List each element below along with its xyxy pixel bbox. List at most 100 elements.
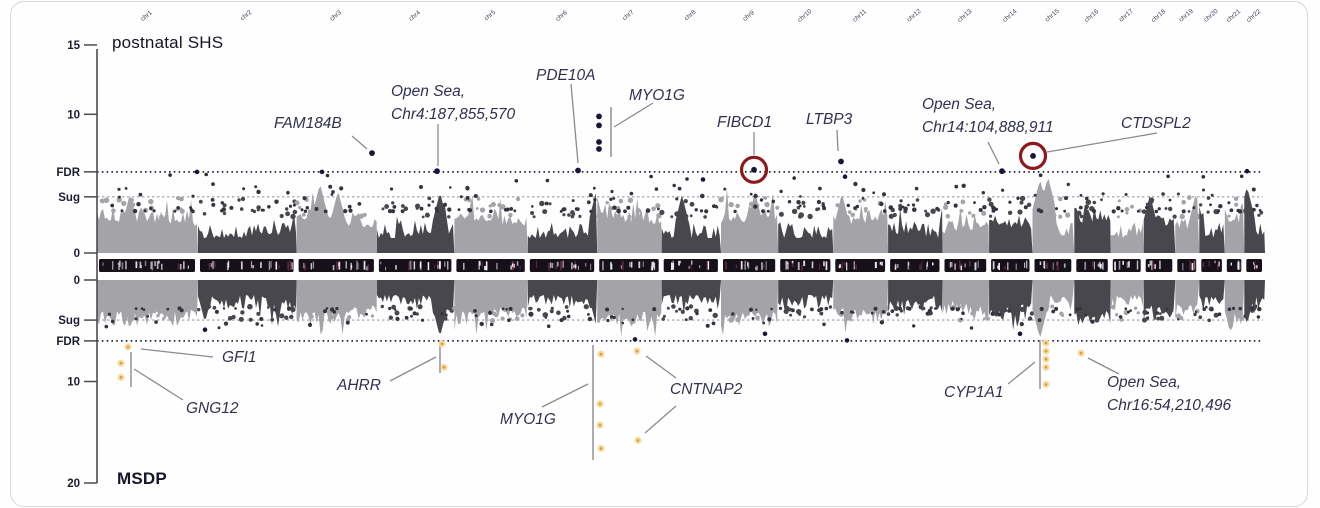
manhattan-mass-chr1-bottom (97, 280, 198, 327)
annotation-label-open-sea-: Open Sea, (1107, 374, 1181, 391)
manhattan-mass-chr18-bottom (1143, 280, 1176, 321)
leader-line-myo1g (613, 102, 654, 128)
bottom-ytick-20-label: 20 (67, 478, 80, 490)
chr-label-chr3: chr3 (329, 9, 343, 23)
chr-label-chr4: chr4 (408, 9, 422, 23)
manhattan-mass-chr20-top (1199, 206, 1225, 253)
manhattan-mass-chr13-bottom (942, 280, 990, 322)
manhattan-mass-chr2-top (198, 212, 297, 253)
annotation-label-pde10a: PDE10A (536, 67, 595, 84)
extra-point-bottom (844, 338, 850, 343)
top-fdr-label: FDR (56, 167, 80, 179)
chr-label-chr1: chr1 (140, 9, 154, 23)
extra-point-bottom (1017, 331, 1023, 337)
chr-label-chr9: chr9 (742, 9, 756, 23)
manhattan-mass-chr13-top (942, 208, 990, 253)
chr-label-chr21: chr21 (1225, 8, 1242, 24)
manhattan-mass-chr11-top (833, 196, 889, 253)
chr-label-chr7: chr7 (621, 9, 635, 23)
manhattan-mass-chr22-top (1244, 189, 1265, 253)
manhattan-mass-chr12-bottom (888, 280, 943, 315)
annotation-label-open-sea-: Open Sea, (391, 83, 465, 100)
bottom-ytick-10-label: 10 (67, 377, 80, 389)
chromosome-ideogram-band (99, 259, 1262, 272)
annotation-label-open-sea-: Chr16:54,210,496 (1107, 397, 1231, 414)
bottom-fdr-label: FDR (56, 336, 80, 348)
annotation-label-ctdspl2: CTDSPL2 (1121, 115, 1191, 132)
leader-line-open-sea- (987, 141, 1000, 165)
annotation-label-gfi1: GFI1 (222, 349, 256, 366)
highlight-circle-ctdspl2 (1018, 141, 1048, 170)
leader-line-myo1g (541, 383, 589, 408)
annotation-label-gng12: GNG12 (186, 400, 239, 417)
manhattan-mass-chr3-top (296, 186, 377, 253)
ideogram-chr20 (1201, 259, 1222, 272)
manhattan-mass-chr4-bottom (376, 280, 455, 334)
manhattan-mass-chr14-top (989, 215, 1033, 253)
manhattan-mass-chr20-bottom (1199, 280, 1225, 311)
annotation-label-open-sea-: Open Sea, (922, 96, 996, 113)
manhattan-mass-chr9-top (721, 188, 779, 253)
chr-label-chr17: chr17 (1118, 8, 1135, 24)
chr-label-chr8: chr8 (683, 9, 697, 23)
manhattan-mass-chr11-bottom (833, 280, 889, 333)
leader-line-ltbp3 (836, 129, 839, 152)
leader-line-gfi1 (140, 348, 214, 358)
annotation-label-open-sea-: Chr4:187,855,570 (391, 106, 515, 123)
chr-label-chr10: chr10 (796, 8, 813, 24)
cpg-point-ctdspl2 (1030, 153, 1036, 159)
top-sug-label: Sug (58, 192, 80, 204)
bottom-sug-label: Sug (58, 315, 80, 327)
manhattan-mass-chr19-top (1175, 196, 1200, 253)
leader-line-open-sea- (1087, 357, 1120, 375)
annotation-label-fam184b: FAM184B (274, 115, 342, 132)
manhattan-mass-chr21-top (1224, 203, 1245, 253)
bottom-panel-title: MSDP (117, 469, 167, 488)
manhattan-mass-chr21-bottom (1224, 280, 1245, 331)
manhattan-mass-chr5-top (454, 195, 528, 253)
manhattan-mass-chr8-top (661, 195, 721, 253)
chr-label-chr18: chr18 (1150, 8, 1167, 24)
y-axis: 15 10 0 FDR Sug 0 10 20 Sug FDR (56, 40, 98, 490)
bottom-ytick-0-label: 0 (74, 275, 80, 287)
manhattan-mass-chr8-bottom (661, 280, 721, 314)
manhattan-mass-chr22-bottom (1244, 280, 1265, 322)
chromosome-labels: chr1 chr2 chr3 chr4 chr5 chr6 chr7 chr8 chr9 chr1… (140, 7, 1263, 24)
annotation-label-myo1g: MYO1G (500, 411, 556, 428)
cpg-point-cntnap2 (633, 347, 641, 355)
manhattan-mass-chr17-bottom (1110, 280, 1144, 312)
annotation-label-myo1g: MYO1G (629, 87, 685, 104)
top-panel-title: postnatal SHS (112, 33, 224, 52)
annotations-bottom: GFI1 GNG12 AHRR MYO1G CNTNAP2 CYP1A1 Open Sea,… (117, 339, 1231, 460)
top-ytick-15-label: 15 (67, 40, 80, 52)
cpg-point-myo1g (596, 400, 604, 408)
leader-line-cntnap2 (645, 355, 677, 379)
leader-line-pde10a (570, 83, 579, 164)
cpg-point-cyp1a1 (1042, 363, 1050, 371)
annotation-label-fibcd1: FIBCD1 (717, 114, 772, 131)
cpg-point-myo1g (596, 122, 602, 129)
chr-label-chr22: chr22 (1245, 8, 1262, 24)
cpg-point-myo1g (597, 444, 605, 453)
annotation-label-open-sea-: Chr14:104,888,911 (922, 119, 1054, 136)
manhattan-mass-chr5-bottom (454, 280, 528, 335)
cpg-point-myo1g (596, 113, 602, 120)
manhattan-mass-chr15-bottom (1032, 280, 1075, 337)
chr-label-chr16: chr16 (1083, 8, 1100, 24)
manhattan-mass-chr6-top (527, 192, 598, 253)
cpg-point-pde10a (575, 167, 581, 174)
manhattan-mass-chr18-top (1143, 196, 1176, 253)
manhattan-mass-chr4-top (376, 195, 455, 253)
cpg-point-cyp1a1 (1042, 347, 1050, 355)
manhattan-mass-chr16-top (1074, 206, 1111, 253)
chr-label-chr20: chr20 (1203, 8, 1220, 24)
chr-label-chr12: chr12 (906, 8, 923, 24)
annotation-label-ltbp3: LTBP3 (806, 111, 853, 128)
cpg-point-open-sea- (1077, 349, 1085, 357)
chr-label-chr11: chr11 (852, 8, 869, 24)
annotation-label-cyp1a1: CYP1A1 (944, 384, 1003, 401)
cpg-point-gng12 (117, 373, 125, 381)
extra-point-top (700, 177, 706, 182)
manhattan-mass-chr16-bottom (1074, 280, 1111, 326)
cpg-point-cyp1a1 (1042, 355, 1050, 363)
